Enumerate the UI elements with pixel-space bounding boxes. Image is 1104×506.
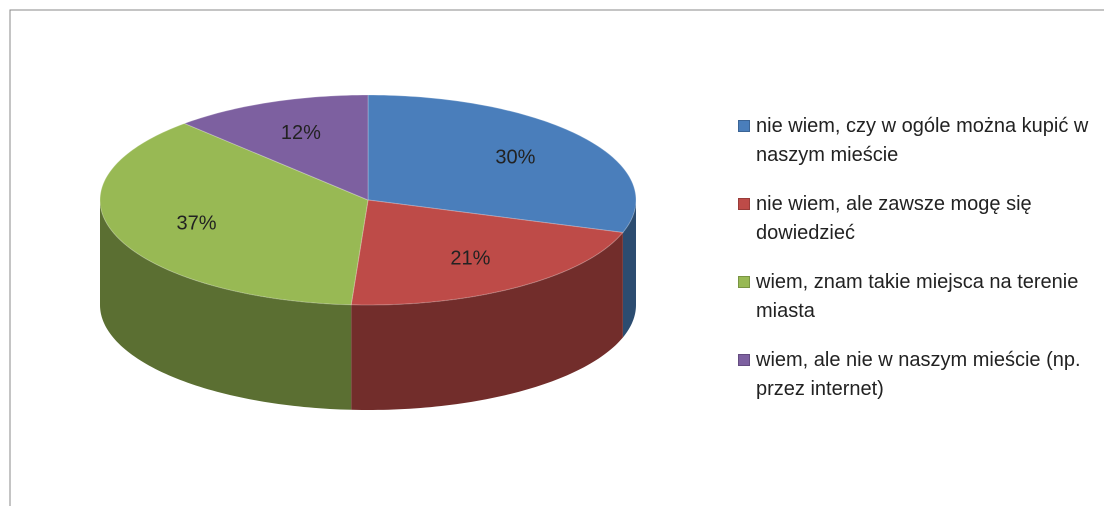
legend-marker: [738, 120, 750, 132]
data-label: 12%: [281, 122, 321, 144]
data-label: 30%: [495, 146, 535, 168]
legend-item: nie wiem, ale zawsze mogę się dowiedzieć: [738, 190, 1098, 248]
pie-slice: [350, 199, 624, 306]
legend-item: wiem, ale nie w naszym mieście (np. prze…: [738, 346, 1098, 404]
pie-side: [622, 200, 636, 338]
data-label: 37%: [177, 212, 217, 234]
legend-item: wiem, znam takie miejsca na terenie mias…: [738, 268, 1098, 326]
legend-label: nie wiem, ale zawsze mogę się dowiedzieć: [756, 193, 1032, 244]
legend-marker: [738, 198, 750, 210]
legend-label: wiem, znam takie miejsca na terenie mias…: [756, 271, 1079, 322]
legend-label: nie wiem, czy w ogóle można kupić w nasz…: [756, 115, 1089, 166]
pie-slice: [183, 94, 369, 201]
pie-slice: [99, 122, 369, 306]
frame: [9, 9, 1104, 506]
pie-side: [100, 200, 352, 410]
pie-side: [351, 232, 623, 410]
legend-item: nie wiem, czy w ogóle można kupić w nasz…: [738, 112, 1098, 170]
pie-slice: [367, 94, 637, 233]
legend-label: wiem, ale nie w naszym mieście (np. prze…: [756, 349, 1081, 400]
legend-marker: [738, 354, 750, 366]
legend-marker: [738, 276, 750, 288]
legend: nie wiem, czy w ogóle można kupić w nasz…: [738, 112, 1098, 424]
data-label: 21%: [450, 247, 490, 269]
